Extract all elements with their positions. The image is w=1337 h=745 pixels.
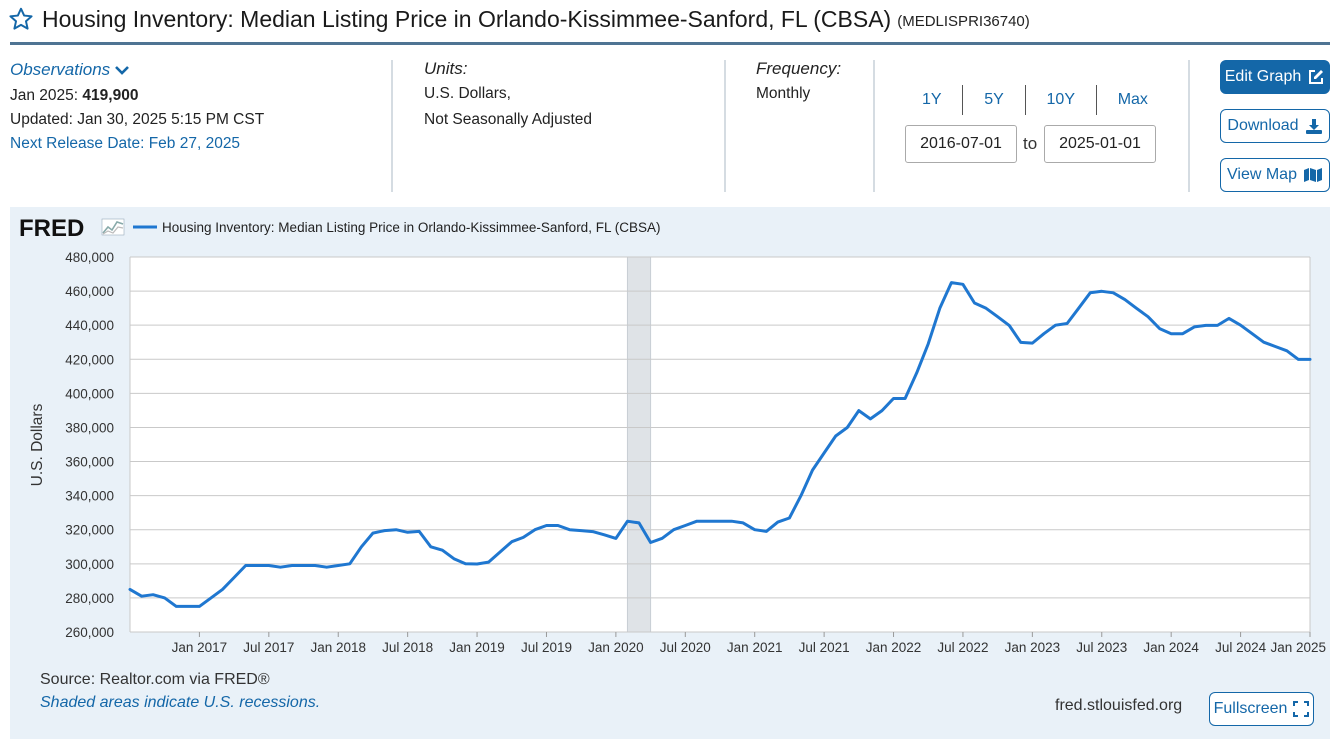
x-tick-label: Jan 2019 [449, 640, 505, 655]
separator [1095, 85, 1097, 115]
x-tick-label: Jan 2020 [588, 640, 644, 655]
units-line-1: U.S. Dollars, [424, 85, 511, 102]
edit-icon [1309, 70, 1324, 84]
x-tick-label: Jul 2022 [937, 640, 988, 655]
observations-label: Observations [10, 60, 111, 79]
recession-note: Shaded areas indicate U.S. recessions. [40, 694, 321, 711]
y-tick-label: 320,000 [65, 523, 114, 538]
download-icon [1305, 119, 1322, 134]
y-tick-label: 360,000 [65, 455, 114, 470]
separator [1024, 85, 1026, 115]
x-tick-label: Jan 2021 [727, 640, 783, 655]
chart: FRED Housing Inventory: Median Listing P… [19, 215, 1326, 655]
divider [724, 60, 726, 192]
recession-band [626, 256, 652, 633]
fullscreen-label: Fullscreen [1213, 700, 1288, 717]
y-tick-label: 460,000 [65, 284, 114, 299]
range-max-button[interactable]: Max [1117, 91, 1148, 108]
view-map-button[interactable]: View Map [1220, 158, 1330, 192]
x-tick-label: Jul 2021 [799, 640, 850, 655]
y-tick-label: 260,000 [65, 625, 114, 640]
start-date-input[interactable] [905, 125, 1017, 163]
y-axis-label: U.S. Dollars [29, 403, 46, 486]
favorite-star-icon[interactable] [8, 6, 34, 32]
units-label: Units: [424, 59, 468, 78]
x-tick-label: Jan 2018 [310, 640, 366, 655]
frequency-label: Frequency: [756, 59, 842, 78]
map-icon [1303, 168, 1322, 182]
legend-label: Housing Inventory: Median Listing Price … [162, 220, 660, 235]
x-tick-label: Jan 2022 [866, 640, 922, 655]
range-1y-button[interactable]: 1Y [922, 91, 942, 108]
x-tick-label: Jul 2019 [521, 640, 572, 655]
range-5y-button[interactable]: 5Y [984, 91, 1004, 108]
chart-panel: FRED Housing Inventory: Median Listing P… [10, 207, 1330, 739]
next-release-link[interactable]: Next Release Date: Feb 27, 2025 [10, 135, 241, 152]
divider [1188, 60, 1190, 192]
source-text: Source: Realtor.com via FRED® [40, 671, 270, 688]
download-label: Download [1227, 117, 1299, 134]
divider [873, 60, 875, 192]
download-button[interactable]: Download [1220, 109, 1330, 143]
x-tick-label: Jul 2024 [1215, 640, 1267, 655]
y-tick-label: 480,000 [65, 250, 114, 265]
frequency-value: Monthly [756, 85, 811, 102]
title-divider [10, 42, 1330, 45]
x-tick-label: Jan 2017 [172, 640, 228, 655]
series-line [128, 281, 1312, 608]
y-tick-label: 440,000 [65, 318, 114, 333]
fred-logo-graph-icon [101, 218, 125, 236]
x-tick-label: Jan 2025 [1270, 640, 1326, 655]
x-tick-label: Jul 2017 [243, 640, 294, 655]
plot-area [130, 257, 1310, 632]
to-label: to [1023, 134, 1038, 153]
y-tick-label: 400,000 [65, 386, 114, 401]
page-title: Housing Inventory: Median Listing Price … [42, 5, 892, 32]
separator [962, 85, 964, 115]
updated-text: Updated: Jan 30, 2025 5:15 PM CST [10, 111, 265, 128]
y-tick-label: 420,000 [65, 352, 114, 367]
end-date-input[interactable] [1044, 125, 1156, 163]
range-buttons: 1Y 5Y 10Y Max [922, 84, 1148, 116]
fred-logo: FRED [19, 215, 84, 242]
x-tick-label: Jan 2024 [1143, 640, 1199, 655]
y-tick-label: 280,000 [65, 591, 114, 606]
y-tick-label: 380,000 [65, 420, 114, 435]
chevron-down-icon [115, 66, 130, 75]
edit-graph-label: Edit Graph [1224, 68, 1302, 85]
divider [391, 60, 393, 192]
latest-value: 419,900 [82, 87, 139, 104]
fullscreen-icon [1293, 701, 1310, 717]
edit-graph-button[interactable]: Edit Graph [1220, 60, 1330, 94]
x-tick-label: Jul 2023 [1076, 640, 1127, 655]
y-tick-label: 300,000 [65, 557, 114, 572]
x-tick-label: Jul 2020 [660, 640, 711, 655]
latest-observation: Jan 2025: 419,900 [10, 87, 138, 105]
series-id: (MEDLISPRI36740) [897, 12, 1030, 30]
observations-toggle[interactable]: Observations [10, 60, 131, 80]
x-tick-label: Jul 2018 [382, 640, 433, 655]
y-tick-label: 340,000 [65, 489, 114, 504]
view-map-label: View Map [1227, 166, 1297, 183]
latest-date: Jan 2025: [10, 87, 79, 104]
fullscreen-button[interactable]: Fullscreen [1209, 692, 1314, 726]
units-line-2: Not Seasonally Adjusted [424, 111, 593, 128]
x-tick-label: Jan 2023 [1005, 640, 1061, 655]
title-bar: Housing Inventory: Median Listing Price … [8, 2, 1030, 36]
fred-url[interactable]: fred.stlouisfed.org [1055, 697, 1183, 714]
range-10y-button[interactable]: 10Y [1046, 91, 1075, 108]
